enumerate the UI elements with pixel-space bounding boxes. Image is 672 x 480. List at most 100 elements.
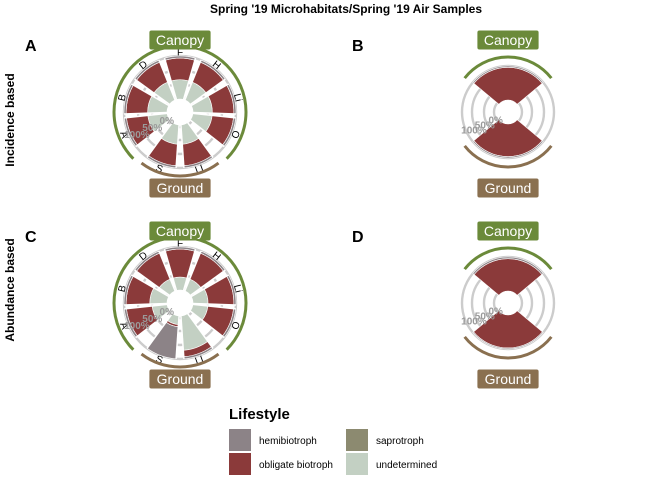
bar-separator: [187, 313, 214, 349]
ground-label: Ground: [485, 371, 532, 387]
ground-label-box: [149, 178, 211, 198]
tick-label-f: F: [177, 48, 183, 59]
bar-separator: [190, 78, 226, 105]
bar-separator: [192, 302, 236, 306]
bar-separator: [187, 122, 214, 158]
tick-label-li: Li: [231, 93, 244, 103]
bar-separator: [135, 310, 171, 339]
axis-tick-100-: 100%: [461, 126, 487, 137]
panel-letter-b: B: [352, 38, 364, 55]
bar-separator: [146, 313, 173, 349]
axis-tick-50-: 50%: [475, 121, 495, 132]
bar-separator: [192, 303, 236, 310]
legend-label-saprotroph: saprotroph: [376, 436, 424, 447]
legend-swatch-saprotroph: [346, 429, 368, 451]
canopy-arc: [463, 246, 553, 271]
legend-label-obligate-biotroph: obligate biotroph: [259, 460, 333, 471]
bar-separator: [180, 124, 185, 168]
canopy-label: Canopy: [484, 32, 532, 48]
row-label-abundance: Abundance based: [3, 238, 17, 341]
legend-swatch-hemibiotroph: [229, 429, 251, 451]
bar-separator: [124, 303, 168, 310]
bar-separator: [184, 250, 202, 292]
canopy-label-box: [477, 30, 539, 50]
bar-separator: [182, 248, 197, 291]
bar-separator: [158, 59, 176, 101]
bar-separator: [182, 57, 197, 100]
legend-label-hemibiotroph: hemibiotroph: [259, 436, 317, 447]
tick-label-a: A: [117, 321, 130, 332]
canopy-label: Canopy: [156, 32, 204, 48]
figure-title: Spring '19 Microhabitats/Spring '19 Air …: [210, 2, 482, 16]
legend-label-undetermined: undetermined: [376, 460, 437, 471]
axis-tick-50-: 50%: [475, 312, 495, 323]
bar-b-canopy-hemibiotroph: [472, 65, 544, 84]
ground-arc: [140, 352, 220, 369]
ground-label: Ground: [485, 180, 532, 196]
tick-label-o: O: [230, 320, 243, 332]
ground-label-box: [477, 178, 539, 198]
axis-tick-0-: 0%: [488, 307, 503, 318]
bar-separator: [135, 119, 171, 148]
axis-tick-0-: 0%: [160, 307, 175, 318]
bar-separator: [192, 112, 236, 119]
bar-separator: [190, 83, 229, 107]
bar-c-s-hemibiotroph: [146, 321, 179, 360]
legend-title: Lifestyle: [229, 406, 290, 423]
tick-label-b: B: [117, 93, 129, 102]
bar-separator: [158, 250, 176, 292]
bar-separator: [180, 315, 185, 359]
bar-b-ground-hemibiotroph: [472, 140, 544, 159]
panel-letter-d: D: [352, 229, 364, 246]
axis-tick-100-: 100%: [124, 321, 150, 332]
canopy-label: Canopy: [484, 223, 532, 239]
panel-b: 0%50%100%: [460, 55, 556, 169]
bar-separator: [190, 269, 226, 296]
tick-label-f: F: [177, 239, 183, 250]
ground-arc: [463, 144, 553, 169]
ground-arc: [463, 335, 553, 360]
ground-label-box: [477, 369, 539, 389]
bar-separator: [163, 248, 178, 291]
legend: Lifestyle hemibiotroph saprotroph obliga…: [229, 406, 437, 475]
panel-letter-c: C: [25, 229, 37, 246]
tick-label-s: S: [154, 354, 164, 367]
bar-separator: [163, 57, 178, 100]
row-label-incidence: Incidence based: [3, 73, 17, 166]
panel-d: 0%50%100%: [460, 246, 556, 360]
bar-separator: [192, 111, 236, 115]
axis-tick-0-: 0%: [160, 116, 175, 127]
bar-separator: [146, 122, 173, 158]
bar-separator: [124, 302, 168, 306]
legend-swatch-undetermined: [346, 453, 368, 475]
bar-separator: [189, 310, 225, 339]
ground-label: Ground: [157, 180, 204, 196]
bar-separator: [131, 274, 170, 298]
bar-separator: [131, 83, 170, 107]
ground-label: Ground: [157, 371, 204, 387]
bar-separator: [124, 111, 168, 115]
tick-label-s: S: [154, 163, 164, 176]
bar-separator: [190, 274, 229, 298]
tick-label-o: O: [230, 129, 243, 141]
bar-separator: [124, 112, 168, 119]
canopy-label-box: [149, 30, 211, 50]
canopy-label-box: [149, 221, 211, 241]
axis-tick-0-: 0%: [488, 116, 503, 127]
panel-letter-a: A: [25, 38, 37, 55]
tick-label-b: B: [117, 284, 129, 293]
ground-label-box: [149, 369, 211, 389]
axis-tick-100-: 100%: [461, 317, 487, 328]
canopy-arc: [463, 55, 553, 80]
tick-label-a: A: [117, 130, 130, 141]
canopy-label-box: [477, 221, 539, 241]
axis-tick-50-: 50%: [142, 123, 162, 134]
bar-separator: [175, 315, 180, 359]
bar-separator: [134, 269, 170, 296]
legend-swatch-obligate-biotroph: [229, 453, 251, 475]
canopy-label: Canopy: [156, 223, 204, 239]
bar-separator: [175, 124, 180, 168]
